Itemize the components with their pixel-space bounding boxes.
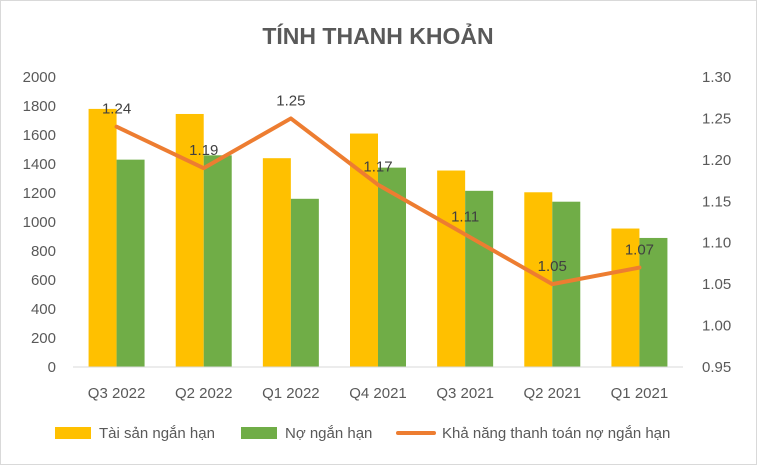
right-tick-label: 1.20 [702,152,731,169]
bar-current-liabilities [290,198,319,367]
left-tick-label: 400 [31,301,56,318]
x-axis-labels: Q3 2022 Q2 2022 Q1 2022 Q4 2021 Q3 2021 Q2 20… [88,385,668,402]
bar-current-assets [611,228,640,367]
x-tick-label: Q2 2022 [175,385,233,402]
bar-current-liabilities [465,190,494,367]
legend: Tài sản ngắn hạn Nợ ngắn hạn Khả năng than… [55,425,670,442]
right-tick-label: 1.15 [702,193,731,210]
bar-current-assets [88,108,117,368]
ratio-data-label: 1.25 [276,92,305,109]
legend-label: Tài sản ngắn hạn [99,425,215,442]
x-tick-label: Q3 2022 [88,385,146,402]
left-tick-label: 1600 [23,127,56,144]
legend-label: Nợ ngắn hạn [285,425,372,442]
chart-title: TÍNH THANH KHOẢN [262,21,493,49]
ratio-data-label: 1.19 [189,142,218,159]
x-tick-label: Q4 2021 [349,385,407,402]
legend-label: Khả năng thanh toán nợ ngắn hạn [442,425,670,442]
x-tick-label: Q3 2021 [436,385,494,402]
bar-current-liabilities [116,159,145,367]
left-tick-label: 1000 [23,214,56,231]
left-tick-label: 600 [31,272,56,289]
bar-current-liabilities [203,155,232,367]
right-tick-label: 1.10 [702,235,731,252]
bar-current-liabilities [378,167,406,367]
ratio-line [114,116,642,287]
left-tick-label: 800 [31,243,56,260]
right-tick-label: 1.25 [702,110,731,127]
right-tick-label: 1.30 [702,69,731,86]
left-tick-label: 2000 [23,69,56,86]
right-axis: 0.95 1.00 1.05 1.10 1.15 1.20 1.25 1.30 [702,69,731,376]
right-tick-label: 1.05 [702,276,731,293]
ratio-data-label: 1.11 [451,208,479,225]
legend-swatch [241,427,277,439]
line-series: 1.24 1.19 1.25 1.17 1.11 1.05 1.07 [102,92,654,287]
bar-current-assets [262,158,291,367]
x-tick-label: Q2 2021 [524,385,582,402]
right-tick-label: 1.00 [702,318,731,335]
bar-current-liabilities [639,237,668,367]
legend-swatch [55,427,91,439]
left-tick-label: 1400 [23,156,56,173]
left-axis: 0 200 400 600 800 1000 1200 1400 1600 1800 2000 [23,69,56,376]
left-tick-label: 1200 [23,185,56,202]
x-tick-label: Q1 2021 [611,385,669,402]
right-tick-label: 0.95 [702,359,731,376]
ratio-data-label: 1.17 [363,159,392,176]
left-tick-label: 0 [48,359,56,376]
ratio-data-label: 1.05 [538,258,567,275]
left-tick-label: 1800 [23,98,56,115]
ratio-data-label: 1.07 [625,242,654,259]
bar-current-assets [437,170,466,367]
left-tick-label: 200 [31,330,56,347]
ratio-data-label: 1.24 [102,101,131,118]
x-tick-label: Q1 2022 [262,385,320,402]
